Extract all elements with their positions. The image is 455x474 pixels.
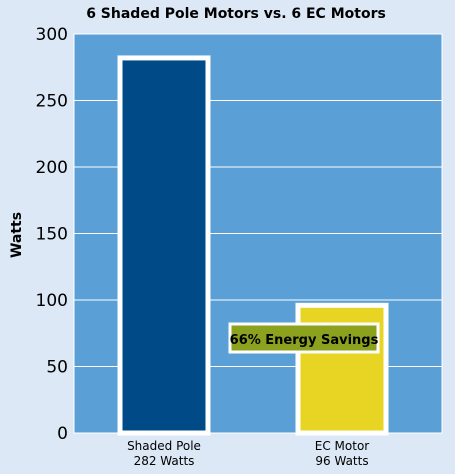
x-category-sublabel: 282 Watts: [134, 454, 195, 468]
y-axis-label: Watts: [9, 212, 25, 258]
chart-title: 6 Shaded Pole Motors vs. 6 EC Motors: [86, 6, 386, 22]
y-tick-label: 250: [36, 92, 68, 112]
y-tick-label: 100: [36, 291, 68, 311]
y-tick-label: 0: [57, 424, 68, 444]
y-tick-label: 50: [46, 358, 68, 378]
y-tick-label: 150: [36, 225, 68, 245]
x-category-label: EC Motor: [315, 439, 370, 453]
plot-frame: [73, 33, 443, 434]
bar-shaded-pole: [117, 55, 211, 436]
x-category-label: Shaded Pole: [127, 439, 201, 453]
annotation-box: [228, 322, 380, 354]
y-tick-label: 200: [36, 158, 68, 178]
y-tick-label: 300: [36, 25, 68, 45]
x-category-sublabel: 96 Watts: [315, 454, 368, 468]
annotation-text: 66% Energy Savings: [230, 333, 379, 348]
